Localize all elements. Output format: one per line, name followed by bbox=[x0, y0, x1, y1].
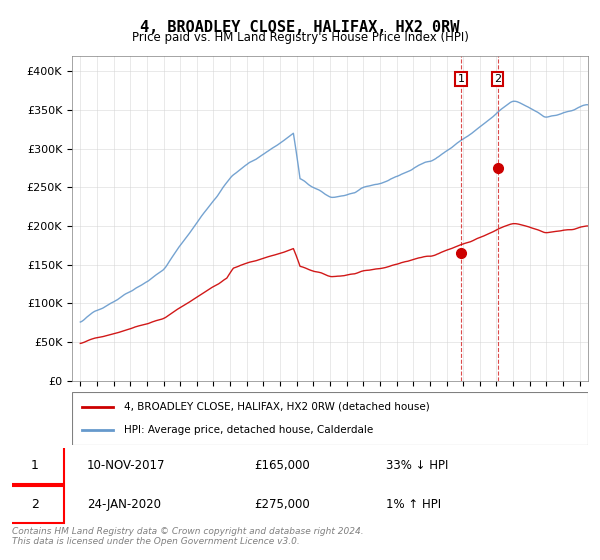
Text: 4, BROADLEY CLOSE, HALIFAX, HX2 0RW (detached house): 4, BROADLEY CLOSE, HALIFAX, HX2 0RW (det… bbox=[124, 402, 430, 412]
Text: HPI: Average price, detached house, Calderdale: HPI: Average price, detached house, Cald… bbox=[124, 425, 373, 435]
Text: Price paid vs. HM Land Registry's House Price Index (HPI): Price paid vs. HM Land Registry's House … bbox=[131, 31, 469, 44]
Text: £165,000: £165,000 bbox=[254, 459, 310, 472]
Text: 33% ↓ HPI: 33% ↓ HPI bbox=[386, 459, 449, 472]
Text: 1: 1 bbox=[31, 459, 39, 472]
Text: Contains HM Land Registry data © Crown copyright and database right 2024.
This d: Contains HM Land Registry data © Crown c… bbox=[12, 526, 364, 546]
Text: 1% ↑ HPI: 1% ↑ HPI bbox=[386, 498, 442, 511]
Text: 2: 2 bbox=[31, 498, 39, 511]
Text: 24-JAN-2020: 24-JAN-2020 bbox=[87, 498, 161, 511]
FancyBboxPatch shape bbox=[6, 446, 64, 484]
Text: 1: 1 bbox=[457, 74, 464, 84]
FancyBboxPatch shape bbox=[72, 392, 588, 445]
Text: 10-NOV-2017: 10-NOV-2017 bbox=[87, 459, 166, 472]
Text: 2: 2 bbox=[494, 74, 501, 84]
Text: £275,000: £275,000 bbox=[254, 498, 310, 511]
FancyBboxPatch shape bbox=[6, 486, 64, 523]
Text: 4, BROADLEY CLOSE, HALIFAX, HX2 0RW: 4, BROADLEY CLOSE, HALIFAX, HX2 0RW bbox=[140, 20, 460, 35]
